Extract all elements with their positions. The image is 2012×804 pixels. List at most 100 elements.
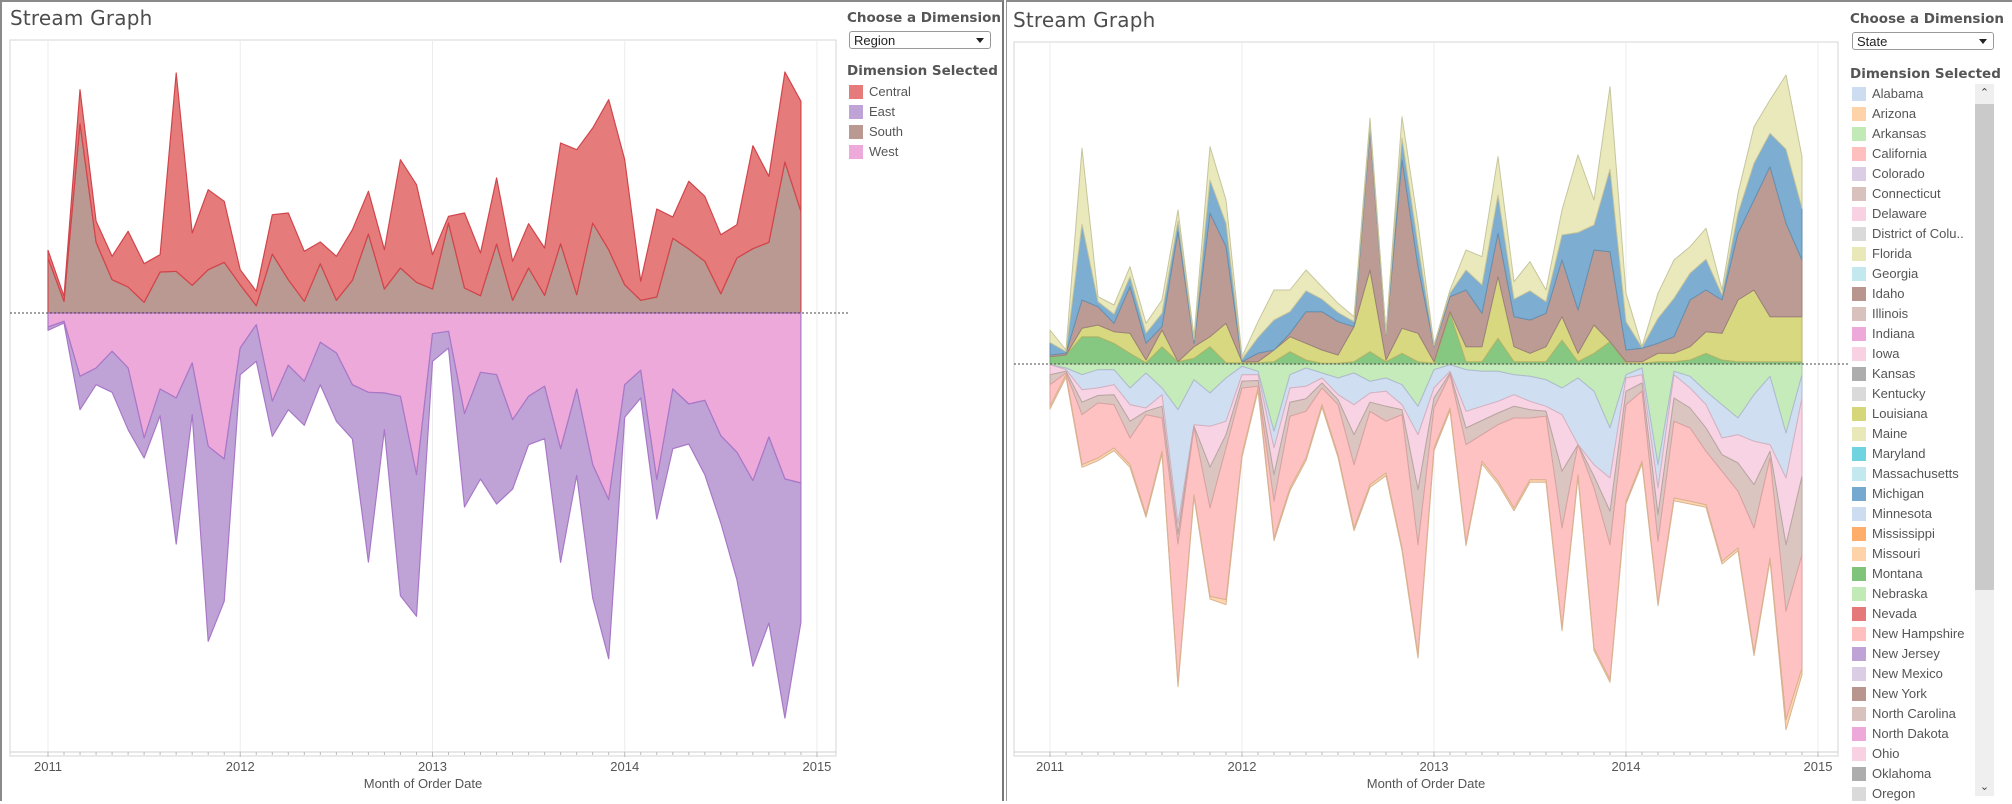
legend-label: New Hampshire [1872, 626, 1965, 641]
legend-label: New York [1872, 686, 1927, 701]
legend-label: Montana [1872, 566, 1923, 581]
legend-label: Alabama [1872, 86, 1924, 101]
legend-label: Iowa [1872, 346, 1900, 361]
legend-label: Connecticut [1872, 186, 1941, 201]
left-dimension-control-label: Choose a Dimension [847, 10, 1001, 26]
legend-label: Idaho [1872, 286, 1905, 301]
legend-label: Delaware [1872, 206, 1927, 221]
legend-label: Georgia [1872, 266, 1919, 281]
legend-swatch [1852, 327, 1866, 341]
legend-swatch [1852, 387, 1866, 401]
legend-swatch [849, 145, 863, 159]
legend-label: Mississippi [1872, 526, 1935, 541]
legend-swatch [1852, 727, 1866, 741]
legend-swatch [1852, 767, 1866, 781]
legend-label: Central [869, 84, 911, 99]
legend-label: Ohio [1872, 746, 1900, 761]
legend-label: North Carolina [1872, 706, 1956, 721]
stream-area-east[interactable] [47, 320, 802, 719]
legend-swatch [1852, 567, 1866, 581]
dropdown-arrow-icon [976, 38, 984, 43]
legend-label: Florida [1872, 246, 1912, 261]
legend-swatch [1852, 627, 1866, 641]
legend-swatch [1852, 747, 1866, 761]
legend-label: Oregon [1872, 786, 1916, 801]
scroll-up-chevron-icon[interactable]: ⌃ [1979, 87, 1990, 99]
x-tick-label: 2013 [418, 759, 447, 774]
legend-label: Minnesota [1872, 506, 1932, 521]
right-chart-title: Stream Graph [1013, 8, 1156, 32]
legend-label: Nebraska [1872, 586, 1928, 601]
legend-label: Maine [1872, 426, 1908, 441]
x-tick-label: 2011 [34, 759, 62, 774]
legend-swatch [1852, 607, 1866, 621]
x-axis-title: Month of Order Date [364, 776, 483, 791]
legend-swatch [1852, 227, 1866, 241]
x-tick-label: 2012 [226, 759, 255, 774]
left-legend-title: Dimension Selected [847, 63, 998, 79]
legend-swatch [849, 85, 863, 99]
legend-swatch [1852, 287, 1866, 301]
legend-label: Kentucky [1872, 386, 1926, 401]
legend-swatch [1852, 247, 1866, 261]
dropdown-arrow-icon [1979, 39, 1987, 44]
right-legend-title: Dimension Selected [1850, 66, 2001, 82]
legend-label: Massachusetts [1872, 466, 1959, 481]
legend-label: Louisiana [1872, 406, 1928, 421]
left-dimension-dropdown[interactable]: Region [849, 31, 991, 49]
legend-swatch [1852, 507, 1866, 521]
legend-swatch [1852, 267, 1866, 281]
legend-swatch [1852, 147, 1866, 161]
right-dashboard-panel [1006, 0, 2012, 801]
left-chart-title: Stream Graph [10, 6, 153, 30]
legend-swatch [1852, 487, 1866, 501]
legend-swatch [849, 105, 863, 119]
legend-label: South [869, 124, 903, 139]
legend-swatch [849, 125, 863, 139]
legend-swatch [1852, 107, 1866, 121]
legend-swatch [1852, 467, 1866, 481]
legend-label: District of Colu.. [1872, 226, 1964, 241]
legend-swatch [1852, 347, 1866, 361]
legend-swatch [1852, 87, 1866, 101]
legend-swatch [1852, 667, 1866, 681]
stream-area-central[interactable] [47, 71, 802, 307]
legend-label: Arizona [1872, 106, 1917, 121]
legend-swatch [1852, 447, 1866, 461]
left-stream-graph: 2011 2012 2013 2014 2015 Month of Order Date [9, 39, 848, 791]
legend-swatch [1852, 167, 1866, 181]
legend-label: Oklahoma [1872, 766, 1932, 781]
legend-swatch [1852, 367, 1866, 381]
legend-label: New Jersey [1872, 646, 1940, 661]
legend-swatch [1852, 787, 1866, 801]
legend-swatch [1852, 687, 1866, 701]
x-tick-label: 2015 [802, 759, 831, 774]
legend-swatch [1852, 407, 1866, 421]
left-dimension-dropdown-value: Region [854, 33, 896, 48]
left-dashboard-panel [0, 0, 1004, 801]
legend-swatch [1852, 547, 1866, 561]
legend-label: Illinois [1872, 306, 1909, 321]
legend-swatch [1852, 647, 1866, 661]
legend-label: North Dakota [1872, 726, 1949, 741]
legend-swatch [1852, 127, 1866, 141]
legend-swatch [1852, 707, 1866, 721]
legend-scrollbar[interactable]: ⌃ ⌄ [1975, 84, 1994, 796]
legend-swatch [1852, 207, 1866, 221]
legend-swatch [1852, 587, 1866, 601]
legend-label: Colorado [1872, 166, 1925, 181]
right-dimension-dropdown-value: State [1857, 34, 1888, 49]
legend-swatch [1852, 307, 1866, 321]
legend-label: Arkansas [1872, 126, 1927, 141]
legend-swatch [1852, 427, 1866, 441]
legend-label: Missouri [1872, 546, 1921, 561]
legend-label: East [869, 104, 896, 119]
legend-scrollbar-thumb[interactable] [1975, 104, 1994, 590]
right-dimension-dropdown[interactable]: State [1852, 32, 1994, 50]
legend-label: California [1872, 146, 1927, 161]
legend-label: Nevada [1872, 606, 1917, 621]
legend-swatch [1852, 527, 1866, 541]
right-dimension-control-label: Choose a Dimension [1850, 11, 2004, 27]
legend-label: Michigan [1872, 486, 1925, 501]
scroll-down-chevron-icon[interactable]: ⌄ [1979, 781, 1990, 793]
